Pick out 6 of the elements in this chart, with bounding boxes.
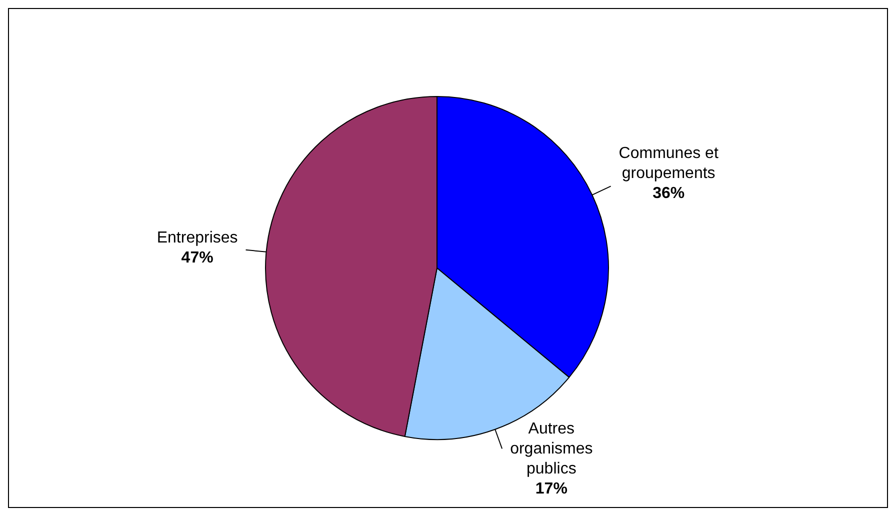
data-label: 36% [652, 184, 685, 202]
data-label: 47% [181, 249, 214, 266]
slice-label: Entreprises [156, 229, 238, 246]
slice-label: Communes et groupements [618, 144, 719, 182]
slice-label: Autres organismes publics [510, 420, 593, 478]
data-label: 17% [535, 480, 568, 498]
